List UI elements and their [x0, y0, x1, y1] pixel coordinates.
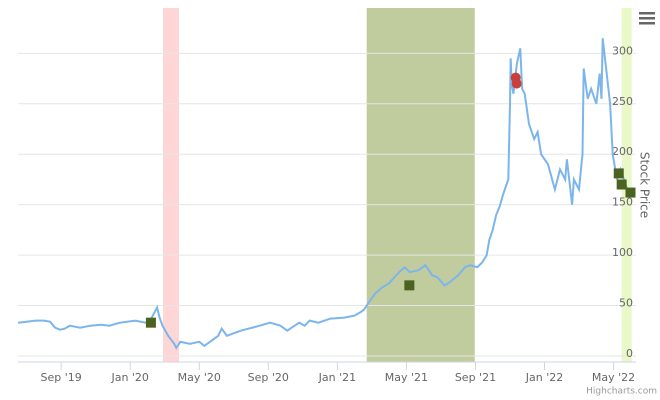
- y-axis-title: Stock Price: [638, 152, 652, 218]
- x-tick-label: May '22: [592, 371, 635, 384]
- y-tick-label: 100: [612, 246, 633, 259]
- y-tick-label: 0: [626, 347, 633, 360]
- credit[interactable]: Highcharts.com: [586, 387, 657, 397]
- x-tick-label: Jan '21: [318, 371, 356, 384]
- y-tick-label: 300: [612, 44, 633, 57]
- x-tick-label: May '21: [385, 371, 428, 384]
- plot-band: [163, 8, 180, 362]
- buy-marker: [145, 317, 156, 328]
- buy-marker: [404, 280, 415, 291]
- buy-marker: [613, 168, 624, 179]
- x-tick-label: Sep '21: [455, 371, 496, 384]
- price-line: [17, 38, 632, 350]
- buy-marker: [616, 179, 627, 190]
- x-tick-label: Jan '20: [110, 371, 148, 384]
- x-tick-label: Sep '19: [41, 371, 82, 384]
- y-tick-label: 50: [619, 297, 633, 310]
- x-tick-label: Sep '20: [248, 371, 289, 384]
- x-tick-label: May '20: [178, 371, 221, 384]
- sell-marker: [511, 78, 522, 89]
- y-tick-label: 250: [612, 95, 633, 108]
- y-tick-label: 200: [612, 145, 633, 158]
- x-tick-label: Jan '22: [525, 371, 563, 384]
- menu-button[interactable]: [639, 12, 655, 25]
- y-tick-label: 150: [612, 196, 633, 209]
- plot-band: [366, 8, 475, 362]
- buy-marker: [625, 187, 636, 198]
